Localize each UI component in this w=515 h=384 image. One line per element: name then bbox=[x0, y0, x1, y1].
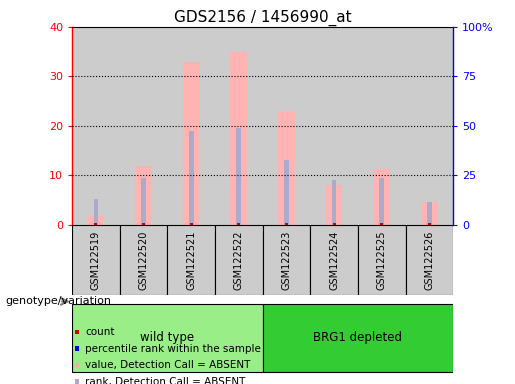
Bar bbox=[333, 223, 336, 225]
Bar bbox=[119, 225, 167, 295]
Text: GSM122520: GSM122520 bbox=[139, 230, 148, 290]
Bar bbox=[141, 178, 146, 225]
Text: rank, Detection Call = ABSENT: rank, Detection Call = ABSENT bbox=[85, 377, 246, 384]
Bar bbox=[358, 27, 405, 225]
Bar bbox=[332, 180, 336, 225]
Bar bbox=[284, 161, 289, 225]
Bar bbox=[167, 27, 215, 225]
Text: GSM122522: GSM122522 bbox=[234, 230, 244, 290]
Bar bbox=[310, 225, 358, 295]
Text: GSM122521: GSM122521 bbox=[186, 230, 196, 290]
Text: GSM122523: GSM122523 bbox=[282, 230, 291, 290]
Bar bbox=[94, 223, 97, 225]
Bar bbox=[72, 27, 119, 225]
Bar bbox=[263, 304, 453, 372]
Bar bbox=[215, 225, 263, 295]
Bar bbox=[263, 27, 310, 225]
Bar bbox=[405, 225, 453, 295]
Text: count: count bbox=[85, 327, 115, 337]
Text: GSM122519: GSM122519 bbox=[91, 230, 101, 290]
Bar bbox=[142, 223, 145, 225]
Text: GSM122525: GSM122525 bbox=[377, 230, 387, 290]
Bar bbox=[72, 225, 119, 295]
Bar bbox=[135, 166, 152, 225]
Text: BRG1 depleted: BRG1 depleted bbox=[314, 331, 402, 344]
Bar bbox=[421, 202, 438, 225]
Bar bbox=[183, 61, 199, 225]
Bar bbox=[326, 185, 342, 225]
Bar bbox=[119, 27, 167, 225]
Bar bbox=[373, 169, 390, 225]
Bar bbox=[189, 131, 194, 225]
Bar bbox=[358, 225, 405, 295]
Bar bbox=[72, 304, 263, 372]
Text: percentile rank within the sample: percentile rank within the sample bbox=[85, 344, 261, 354]
Bar bbox=[278, 111, 295, 225]
Bar bbox=[167, 225, 215, 295]
Bar bbox=[380, 178, 384, 225]
Bar bbox=[190, 223, 193, 225]
Bar bbox=[285, 223, 288, 225]
Bar bbox=[215, 27, 263, 225]
Text: GSM122524: GSM122524 bbox=[329, 230, 339, 290]
Bar bbox=[88, 215, 104, 225]
Bar bbox=[405, 27, 453, 225]
Bar bbox=[237, 223, 241, 225]
Bar bbox=[231, 51, 247, 225]
Bar bbox=[94, 199, 98, 225]
Bar bbox=[236, 128, 241, 225]
Text: GSM122526: GSM122526 bbox=[424, 230, 434, 290]
Text: genotype/variation: genotype/variation bbox=[5, 296, 111, 306]
Bar bbox=[428, 223, 431, 225]
Bar bbox=[310, 27, 358, 225]
Text: value, Detection Call = ABSENT: value, Detection Call = ABSENT bbox=[85, 360, 251, 370]
Bar bbox=[380, 223, 383, 225]
Text: wild type: wild type bbox=[140, 331, 195, 344]
Bar bbox=[427, 202, 432, 225]
Title: GDS2156 / 1456990_at: GDS2156 / 1456990_at bbox=[174, 9, 351, 25]
Bar bbox=[263, 225, 310, 295]
